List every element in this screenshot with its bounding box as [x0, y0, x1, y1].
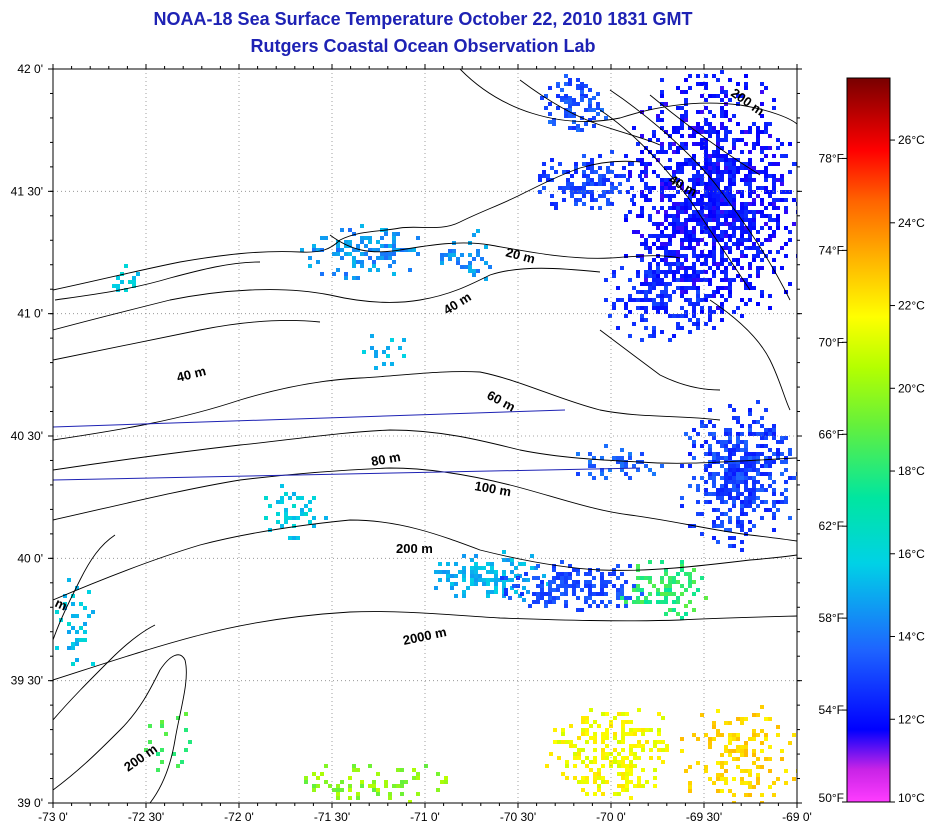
lon-tick-label: -71 30': [314, 810, 350, 824]
colorbar: [846, 77, 891, 803]
fahrenheit-tick-label: 78°F: [819, 151, 844, 165]
lon-tick-label: -71 0': [410, 810, 440, 824]
lat-tick-label: 41 30': [11, 184, 43, 198]
contour-label-2000m: 2000 m: [402, 624, 448, 648]
axis-ticks: [48, 64, 802, 808]
bathymetry-contours: [53, 69, 797, 803]
latitude-tick-labels: 42 0' 41 30' 41 0' 40 30' 40 0' 39 30' 39 0': [11, 62, 43, 810]
contour-label-200m-sw: 200 m: [121, 741, 160, 774]
celsius-tick-label: 22°C: [898, 299, 925, 313]
fahrenheit-tick-label: 62°F: [819, 519, 844, 533]
lat-tick-label: 41 0': [17, 307, 43, 321]
celsius-tick-label: 20°C: [898, 381, 925, 395]
map-title: NOAA-18 Sea Surface Temperature October …: [153, 9, 693, 29]
fahrenheit-tick-label: 58°F: [819, 611, 844, 625]
celsius-tick-label: 24°C: [898, 216, 925, 230]
lat-tick-label: 42 0': [17, 62, 43, 76]
lon-tick-label: -69 30': [686, 810, 722, 824]
contour-label-60m: 60 m: [485, 387, 518, 414]
contour-label-80m: 80 m: [370, 449, 402, 469]
fahrenheit-tick-label: 66°F: [819, 427, 844, 441]
lat-tick-label: 39 30': [11, 674, 43, 688]
map-subtitle: Rutgers Coastal Ocean Observation Lab: [250, 36, 596, 56]
celsius-tick-label: 14°C: [898, 630, 925, 644]
sst-pixel-layer: [55, 70, 797, 803]
fahrenheit-tick-label: 70°F: [819, 335, 844, 349]
contour-label-100m: 100 m: [473, 478, 512, 499]
lon-tick-label: -69 0': [782, 810, 812, 824]
lat-tick-label: 39 0': [17, 796, 43, 810]
fahrenheit-tick-label: 74°F: [819, 243, 844, 257]
contour-label-200m-mid: 200 m: [396, 541, 433, 556]
lat-tick-label: 40 0': [17, 551, 43, 565]
celsius-tick-label: 10°C: [898, 791, 925, 805]
lon-tick-label: -70 0': [596, 810, 626, 824]
contour-label-20m: 20 m: [504, 244, 537, 266]
lon-tick-label: -72 0': [224, 810, 254, 824]
fahrenheit-tick-label: 50°F: [819, 791, 844, 805]
lon-tick-label: -73 0': [38, 810, 68, 824]
celsius-tick-label: 26°C: [898, 133, 925, 147]
lon-tick-label: -72 30': [128, 810, 164, 824]
longitude-tick-labels: -73 0' -72 30' -72 0' -71 30' -71 0' -70 30' -…: [38, 810, 812, 824]
fahrenheit-tick-label: 54°F: [819, 703, 844, 717]
lat-lon-grid: [53, 69, 797, 803]
satellite-track-lines: [53, 409, 641, 481]
contour-labels: 200 m 40 m 20 m 40 m 40 m 60 m 80 m 100 …: [53, 85, 767, 774]
contour-label-40m-west: 40 m: [175, 363, 207, 385]
celsius-tick-label: 16°C: [898, 547, 925, 561]
lat-tick-label: 40 30': [11, 429, 43, 443]
celsius-tick-label: 18°C: [898, 464, 925, 478]
celsius-tick-label: 12°C: [898, 712, 925, 726]
lon-tick-label: -70 30': [500, 810, 536, 824]
colorbar-labels: 26°C 24°C 22°C 20°C 18°C 16°C 14°C 12°C 10°C 78°F…: [819, 133, 926, 805]
